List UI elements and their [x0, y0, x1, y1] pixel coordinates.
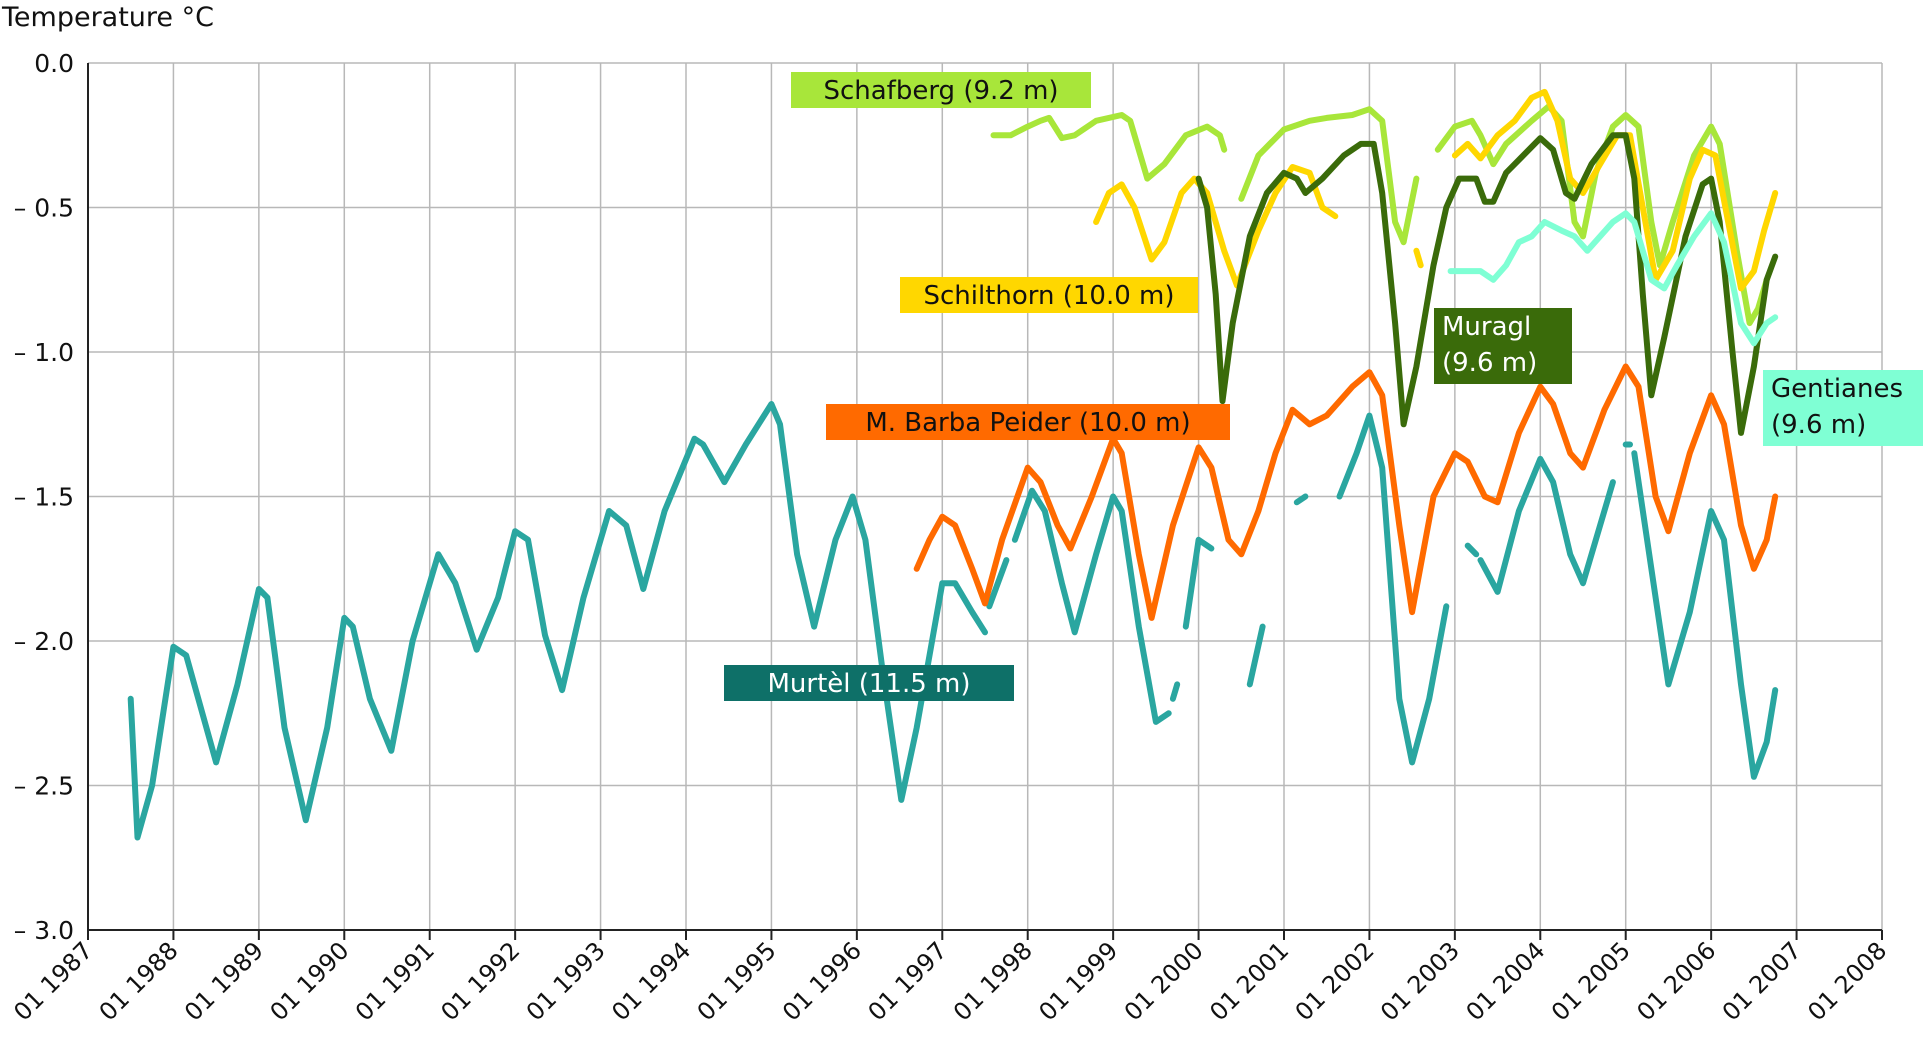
series-label-text: Murtèl (11.5 m) — [767, 669, 970, 699]
x-tick-label: 01 2006 — [1631, 936, 1721, 1026]
series-label-text: (9.6 m) — [1771, 410, 1866, 440]
series-line-segment — [1477, 455, 1616, 595]
x-tick-label: 01 2005 — [1546, 936, 1636, 1026]
x-tick-label: 01 1991 — [350, 936, 440, 1026]
y-tick-label: – 1.5 — [14, 483, 74, 512]
series-line-segment — [1238, 106, 1420, 246]
y-tick-label: – 2.0 — [14, 627, 74, 656]
x-tick-label: 01 2008 — [1802, 936, 1892, 1026]
series-2 — [990, 103, 1770, 327]
series-line-segment — [1011, 487, 1172, 725]
y-tick-labels: 0.0 – 0.5 – 1.0 – 1.5 – 2.0 – 2.5 – 3.0 — [14, 49, 74, 945]
series-label-text: Schafberg (9.2 m) — [823, 76, 1058, 106]
series-5 — [1447, 210, 1779, 347]
x-tick-label: 01 1989 — [179, 936, 269, 1026]
series-label-1: M. Barba Peider (10.0 m) — [826, 404, 1230, 440]
y-tick-label: – 2.5 — [14, 772, 74, 801]
series-line-segment — [1413, 247, 1424, 269]
series-labels: Murtèl (11.5 m) M. Barba Peider (10.0 m) S… — [724, 72, 1923, 701]
x-tick-label: 01 2002 — [1290, 936, 1380, 1026]
series-line-segment — [1336, 412, 1450, 766]
series-label-4: Muragl (9.6 m) — [1434, 308, 1572, 384]
x-tick-label: 01 1990 — [265, 936, 355, 1026]
series-label-0: Murtèl (11.5 m) — [724, 665, 1014, 701]
series-0 — [127, 401, 1779, 841]
series-line-segment — [1434, 103, 1770, 327]
series-line-segment — [1293, 493, 1309, 506]
series-label-box — [826, 404, 1230, 440]
grid — [88, 62, 1883, 931]
x-tick-label: 01 1994 — [606, 936, 696, 1026]
x-tick-label: 01 2001 — [1204, 936, 1294, 1026]
x-tick-label: 01 2007 — [1717, 936, 1807, 1026]
series-label-2: Schafberg (9.2 m) — [791, 72, 1091, 108]
series-label-text: (9.6 m) — [1442, 348, 1537, 378]
series-label-box — [724, 665, 1014, 701]
series-line-segment — [1093, 164, 1339, 289]
series-line-segment — [1246, 623, 1266, 688]
x-tick-label: 01 1995 — [692, 936, 782, 1026]
axes — [87, 63, 1883, 940]
x-tick-label: 01 1993 — [521, 936, 611, 1026]
series-4 — [1195, 132, 1779, 436]
y-tick-label: – 0.5 — [14, 194, 74, 223]
series-line-segment — [1447, 210, 1779, 347]
series-label-text: Muragl — [1442, 312, 1531, 342]
series-label-5: Gentianes (9.6 m) — [1763, 370, 1923, 446]
x-tick-label: 01 1996 — [777, 936, 867, 1026]
x-tick-label: 01 2004 — [1461, 936, 1551, 1026]
series-line-segment — [913, 363, 1779, 621]
series-lines — [127, 88, 1779, 841]
series-1 — [913, 363, 1779, 621]
series-line-segment — [990, 112, 1228, 182]
series-line-segment — [1631, 450, 1779, 780]
series-line-segment — [1169, 681, 1181, 702]
y-tick-label: – 1.0 — [14, 338, 74, 367]
series-label-box — [900, 277, 1198, 313]
x-tick-label: 01 1998 — [948, 936, 1038, 1026]
series-line-segment — [1182, 536, 1215, 630]
x-tick-label: 01 1992 — [435, 936, 525, 1026]
series-line-segment — [127, 401, 988, 841]
y-axis-title: Temperature °C — [2, 2, 214, 33]
series-label-3: Schilthorn (10.0 m) — [900, 277, 1198, 313]
series-label-text: Gentianes — [1771, 374, 1903, 404]
series-line-segment — [986, 557, 1010, 610]
series-line-segment — [1464, 542, 1480, 558]
series-label-text: Schilthorn (10.0 m) — [923, 281, 1174, 311]
x-tick-label: 01 1987 — [8, 936, 98, 1026]
series-label-box — [1434, 308, 1572, 384]
x-tick-label: 01 1999 — [1033, 936, 1123, 1026]
series-label-box — [1763, 370, 1923, 446]
y-tick-label: 0.0 — [34, 49, 74, 78]
x-tick-label: 01 2003 — [1375, 936, 1465, 1026]
series-line-segment — [1195, 132, 1779, 436]
y-tick-label: – 3.0 — [14, 916, 74, 945]
x-tick-label: 01 1988 — [94, 936, 184, 1026]
series-label-text: M. Barba Peider (10.0 m) — [865, 408, 1190, 438]
series-label-box — [791, 72, 1091, 108]
x-tick-label: 01 2000 — [1119, 936, 1209, 1026]
x-tick-label: 01 1997 — [863, 936, 953, 1026]
